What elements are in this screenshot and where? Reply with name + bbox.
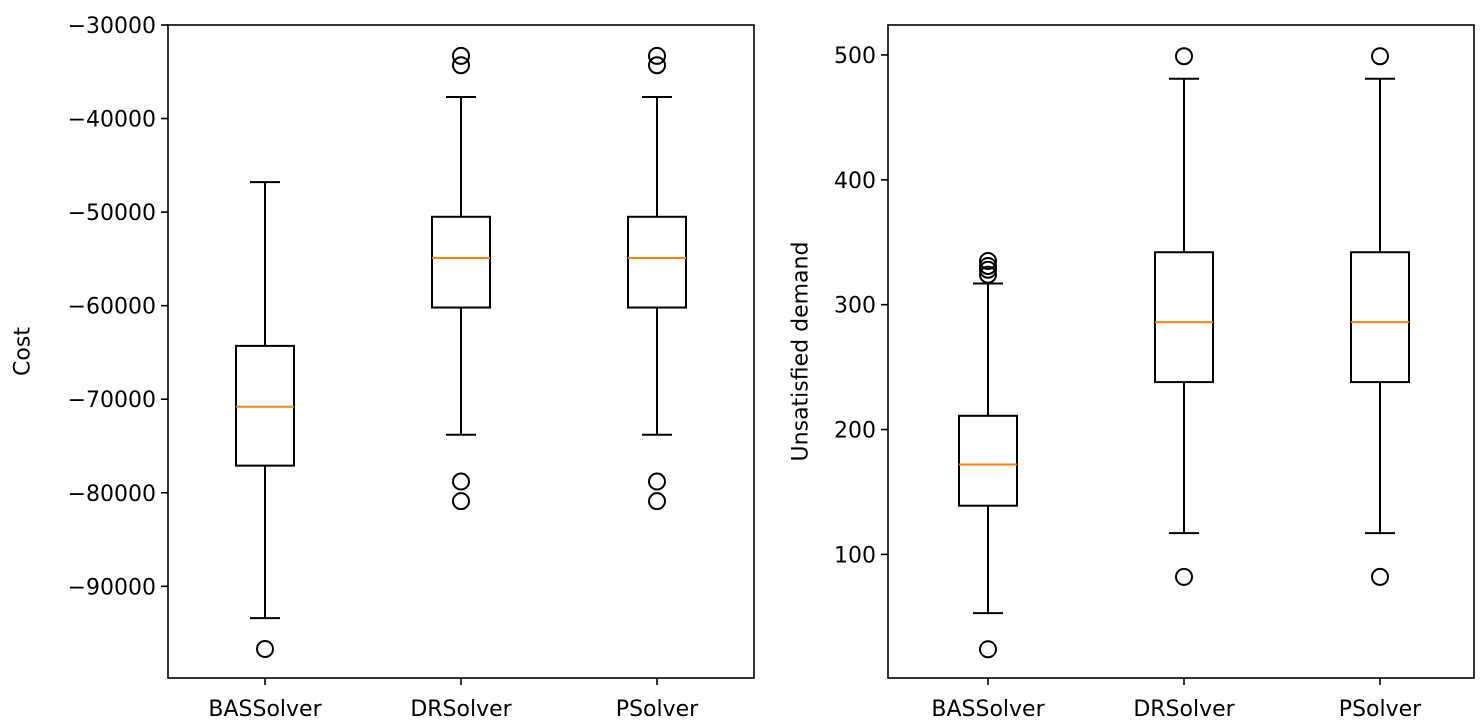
unsatisfied-demand-boxplot-panel: 100 200 300 400 500 Unsatisfied demand BASSolv… [789,24,1475,720]
outlier-point [1371,47,1389,66]
boxplot-drsolver [431,46,491,511]
plot-frame [887,24,1475,679]
x-tick-label: BASSolver [208,697,322,720]
outlier-point [256,639,274,658]
y-tick-label: −60000 [68,295,156,320]
y-tick-label: −40000 [68,108,156,133]
iqr-box [431,215,491,309]
boxplot-bassolver [958,251,1018,659]
y-tick-label: −70000 [68,388,156,413]
x-tick-label: BASSolver [931,697,1045,720]
y-tick-label: −90000 [68,575,156,600]
boxplot-psolver [1350,47,1410,586]
outlier-point [1175,47,1193,66]
outlier-point [452,56,470,75]
y-axis-label: Cost [11,327,36,376]
x-tick-label: PSolver [616,697,699,720]
x-tick-label: PSolver [1339,697,1422,720]
outlier-point [979,251,997,270]
outlier-point [452,492,470,511]
iqr-box [1350,251,1410,384]
boxplot-psolver [627,46,687,511]
iqr-box [1154,251,1214,384]
cost-boxplot-panel: −30000 −40000 −50000 −60000 −70000 −80000 −900… [11,14,755,720]
outlier-point [979,640,997,659]
y-tick-label: 400 [834,169,876,194]
outlier-point [648,46,666,65]
outlier-point [648,492,666,511]
y-tick-label: 500 [834,44,876,69]
outlier-point [979,265,997,284]
outlier-point [452,472,470,491]
boxplot-bassolver [235,181,295,658]
outlier-point [979,256,997,275]
y-axis-label: Unsatisfied demand [789,242,814,462]
y-tick-label: 100 [834,543,876,568]
outlier-point [1175,567,1193,586]
outlier-point [648,472,666,491]
outlier-point [452,46,470,65]
iqr-box [627,215,687,309]
x-tick-label: DRSolver [410,697,512,720]
y-tick-label: −30000 [68,14,156,39]
iqr-box [958,414,1018,507]
y-tick-label: −80000 [68,482,156,507]
outlier-point [648,56,666,75]
boxplot-drsolver [1154,47,1214,586]
y-tick-label: −50000 [68,201,156,226]
outlier-point [1371,567,1389,586]
y-tick-label: 300 [834,294,876,319]
y-tick-label: 200 [834,419,876,444]
x-tick-label: DRSolver [1133,697,1235,720]
